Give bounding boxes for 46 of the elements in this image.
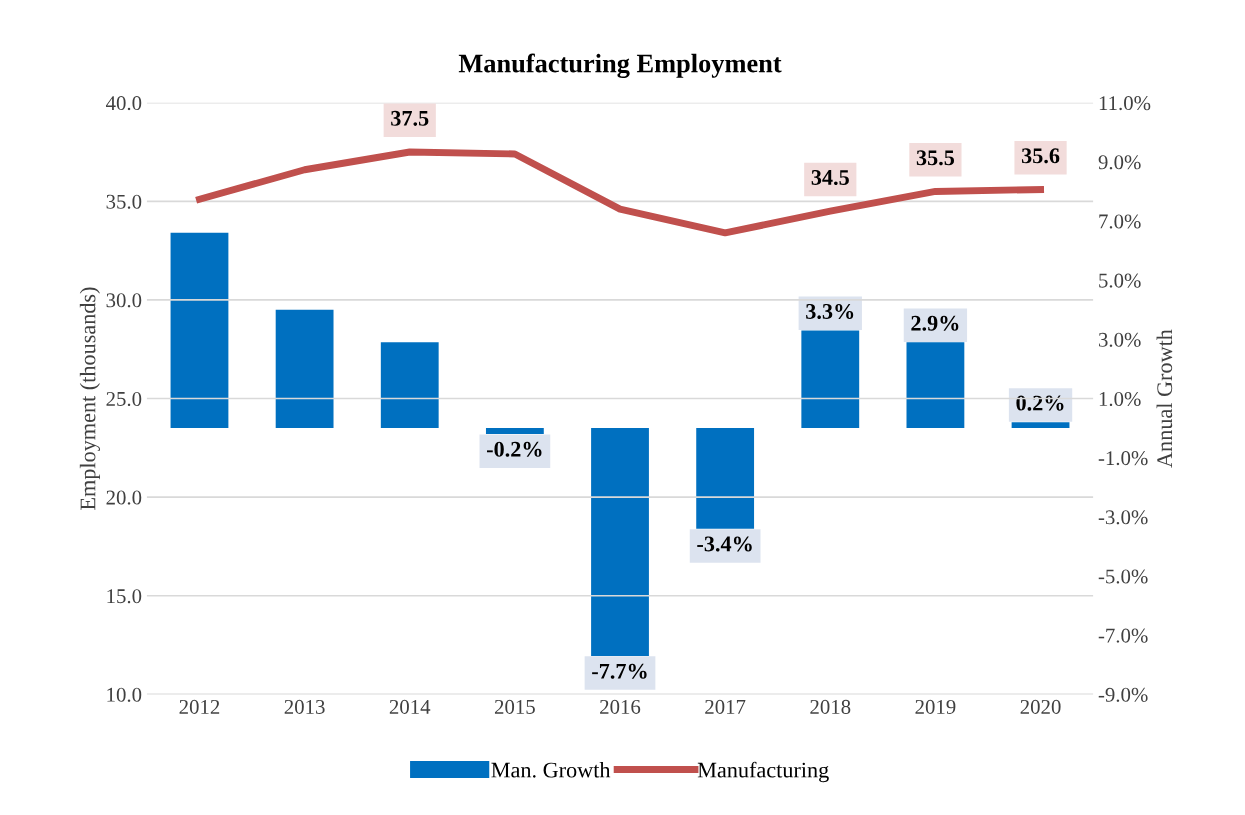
data-label: -0.2% <box>486 441 542 457</box>
y-tick-label: 25.0 <box>106 391 142 407</box>
data-label: 34.5 <box>811 170 849 186</box>
y2-tick-label: -5.0% <box>1098 569 1148 584</box>
bar <box>485 428 544 435</box>
y2-tick-label: 5.0% <box>1099 273 1141 288</box>
y2-tick-label: 3.0% <box>1098 332 1141 347</box>
x-tick-label: 2020 <box>1020 699 1061 714</box>
y-tick-label: 20.0 <box>106 490 142 505</box>
data-label: 35.6 <box>1021 148 1060 164</box>
y-tick-label: 10.0 <box>107 687 142 702</box>
x-tick-label: 2018 <box>810 699 851 714</box>
bar <box>170 232 229 429</box>
y2-tick-label: 9.0% <box>1098 155 1141 170</box>
y-tick-label: 30.0 <box>106 293 142 308</box>
x-tick-label: 2017 <box>705 699 746 714</box>
y2-tick-label: 1.0% <box>1099 391 1141 407</box>
data-label: 35.5 <box>916 150 955 166</box>
y2-tick-label: -9.0% <box>1098 687 1148 702</box>
y2-tick-label: -1.0% <box>1098 451 1148 466</box>
legend-label: Man. Growth <box>491 761 611 778</box>
data-label: -7.7% <box>592 663 647 679</box>
bar <box>1011 422 1070 429</box>
x-tick-label: 2016 <box>600 699 641 714</box>
x-tick-label: 2019 <box>915 699 956 714</box>
x-tick-label: 2012 <box>179 699 220 714</box>
y2-tick-label: -7.0% <box>1098 628 1148 643</box>
data-label: -3.4% <box>697 536 752 552</box>
y-tick-label: 35.0 <box>106 194 142 209</box>
y-tick-label: 40.0 <box>106 96 142 111</box>
y2-axis-title: Annual Growth <box>1156 329 1173 468</box>
data-label: 3.3% <box>806 303 854 319</box>
chart-title: Manufacturing Employment <box>458 53 782 78</box>
x-tick-label: 2015 <box>494 699 535 714</box>
x-tick-label: 2014 <box>389 699 431 714</box>
y2-tick-label: -3.0% <box>1098 510 1148 525</box>
data-label: 37.5 <box>391 110 429 126</box>
bar <box>380 342 439 429</box>
y-axis-title: Employment (thousands) <box>79 287 101 510</box>
legend-label: Manufacturing <box>697 761 829 783</box>
bar <box>275 309 334 429</box>
y2-tick-label: 7.0% <box>1099 214 1141 229</box>
y-tick-label: 15.0 <box>107 589 142 604</box>
y2-tick-label: 11.0% <box>1099 96 1151 111</box>
x-tick-label: 2013 <box>284 699 325 714</box>
data-label: 2.9% <box>911 315 959 331</box>
